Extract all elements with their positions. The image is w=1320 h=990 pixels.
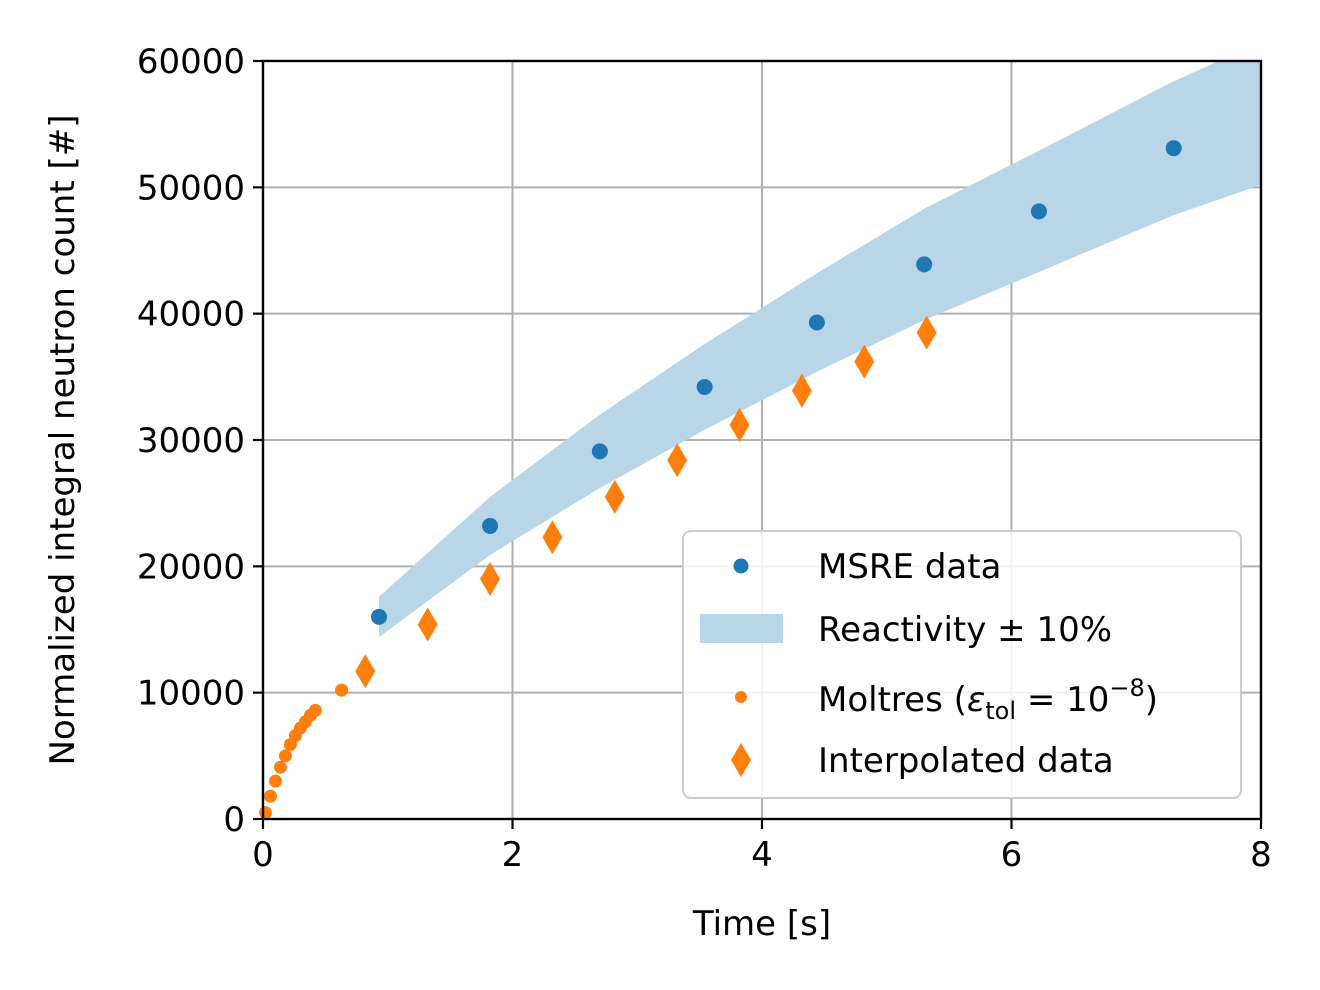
moltres-point (308, 703, 322, 717)
msre-point (1165, 140, 1182, 157)
moltres-point (268, 774, 282, 788)
y-tick-label: 30000 (137, 421, 245, 461)
axis-ticks: 0 2 4 6 8 0 10000 20000 30000 40000 50000 60000 (137, 42, 1272, 875)
interpolated-point (604, 479, 625, 514)
legend-band-label: Reactivity ± 10% (818, 610, 1112, 650)
legend-band-swatch (700, 614, 783, 643)
legend-interp-marker (731, 743, 751, 777)
y-tick-label: 40000 (137, 295, 245, 335)
x-tick-label: 0 (252, 835, 274, 875)
y-axis-label: Normalized integral neutron count [#] (43, 115, 83, 766)
x-tick-label: 8 (1250, 835, 1272, 875)
legend-moltres-exp: −8 (1109, 674, 1144, 702)
legend-moltres-sub: tol (985, 697, 1016, 725)
msre-point (1030, 203, 1047, 220)
legend-msre-marker (733, 558, 749, 574)
msre-point (808, 314, 825, 331)
legend-moltres-suffix: ) (1145, 680, 1158, 720)
x-tick-label: 6 (1001, 835, 1023, 875)
legend-moltres-eps: ε (967, 680, 985, 720)
interpolated-point (916, 315, 937, 350)
y-tick-label: 0 (223, 800, 245, 840)
y-tick-label: 50000 (137, 168, 245, 208)
x-tick-label: 2 (502, 835, 524, 875)
legend: MSRE data Reactivity ± 10% Moltres (εtol… (682, 530, 1242, 799)
moltres-point (273, 760, 287, 774)
interpolated-point (480, 561, 501, 596)
legend-moltres-prefix: Moltres ( (818, 680, 967, 720)
moltres-point (263, 789, 277, 803)
x-tick-label: 4 (751, 835, 773, 875)
legend-moltres-marker (735, 691, 747, 703)
interpolated-point (355, 654, 376, 689)
interpolated-point (542, 520, 563, 555)
x-axis-label: Time [s] (692, 904, 831, 944)
msre-point (371, 608, 388, 625)
interpolated-point (791, 373, 812, 408)
msre-point (916, 256, 933, 273)
interpolated-point (729, 407, 750, 442)
legend-moltres-label: Moltres (εtol = 10−8) (818, 674, 1158, 725)
msre-point (696, 378, 713, 395)
legend-moltres-eq: = 10 (1016, 680, 1109, 720)
y-tick-label: 20000 (137, 547, 245, 587)
legend-msre-label: MSRE data (818, 547, 1001, 587)
moltres-point (258, 806, 272, 820)
interpolated-point (417, 607, 438, 642)
legend-box (682, 530, 1242, 799)
moltres-point (335, 683, 349, 697)
moltres-point (278, 749, 292, 763)
interpolated-point (667, 443, 688, 478)
legend-interp-label: Interpolated data (818, 741, 1114, 781)
y-tick-label: 10000 (137, 674, 245, 714)
y-tick-label: 60000 (137, 42, 245, 82)
data-marks (258, 140, 1182, 820)
msre-point (591, 443, 608, 460)
msre-point (482, 517, 499, 534)
interpolated-point (854, 344, 875, 379)
